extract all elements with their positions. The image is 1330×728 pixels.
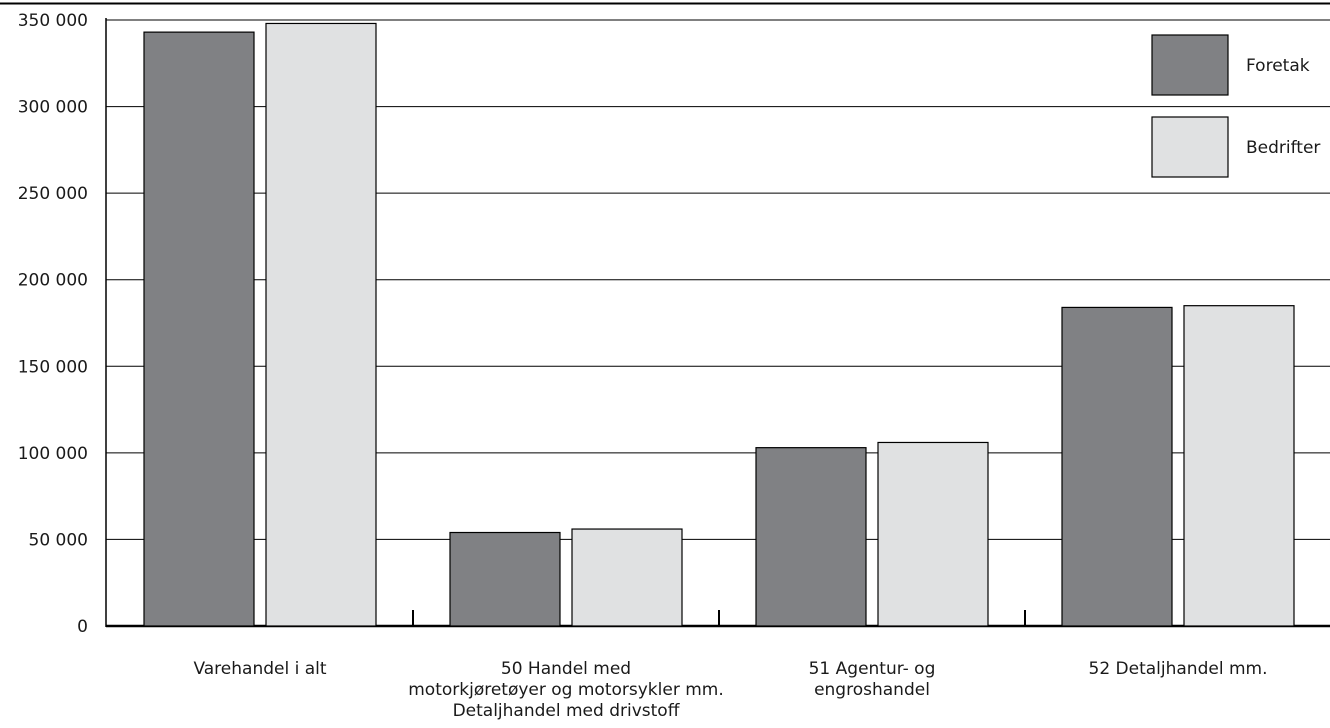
bar-foretak <box>143 31 255 627</box>
bar-foretak <box>755 447 867 627</box>
legend-swatch-foretak <box>1151 34 1229 96</box>
x-category-label: 52 Detaljhandel mm. <box>1089 659 1268 679</box>
x-category-label: 51 Agentur- og <box>809 659 936 679</box>
x-category-label: motorkjøretøyer og motorsykler mm. <box>408 680 724 700</box>
y-tick-label: 250 000 <box>18 184 88 204</box>
x-category-label: Varehandel i alt <box>193 659 326 679</box>
bar-bedrifter <box>571 528 683 627</box>
y-tick-label: 350 000 <box>18 11 88 31</box>
y-tick-label: 150 000 <box>18 357 88 377</box>
y-tick-label: 100 000 <box>18 444 88 464</box>
bar-foretak <box>1061 306 1173 627</box>
x-category-label: Detaljhandel med drivstoff <box>453 701 681 721</box>
bar-bedrifter <box>1183 305 1295 627</box>
x-category-label: 50 Handel med <box>501 659 631 679</box>
y-tick-label: 50 000 <box>29 530 88 550</box>
y-tick-label: 200 000 <box>18 271 88 291</box>
y-tick-label: 0 <box>77 617 88 637</box>
y-tick-label: 300 000 <box>18 98 88 118</box>
legend-swatch-bedrifter <box>1151 116 1229 178</box>
bar-foretak <box>449 531 561 627</box>
bar-bedrifter <box>265 22 377 627</box>
bar-bedrifter <box>877 441 989 627</box>
x-category-label: engroshandel <box>814 680 930 700</box>
legend-label: Bedrifter <box>1246 138 1320 158</box>
legend-label: Foretak <box>1246 56 1310 76</box>
